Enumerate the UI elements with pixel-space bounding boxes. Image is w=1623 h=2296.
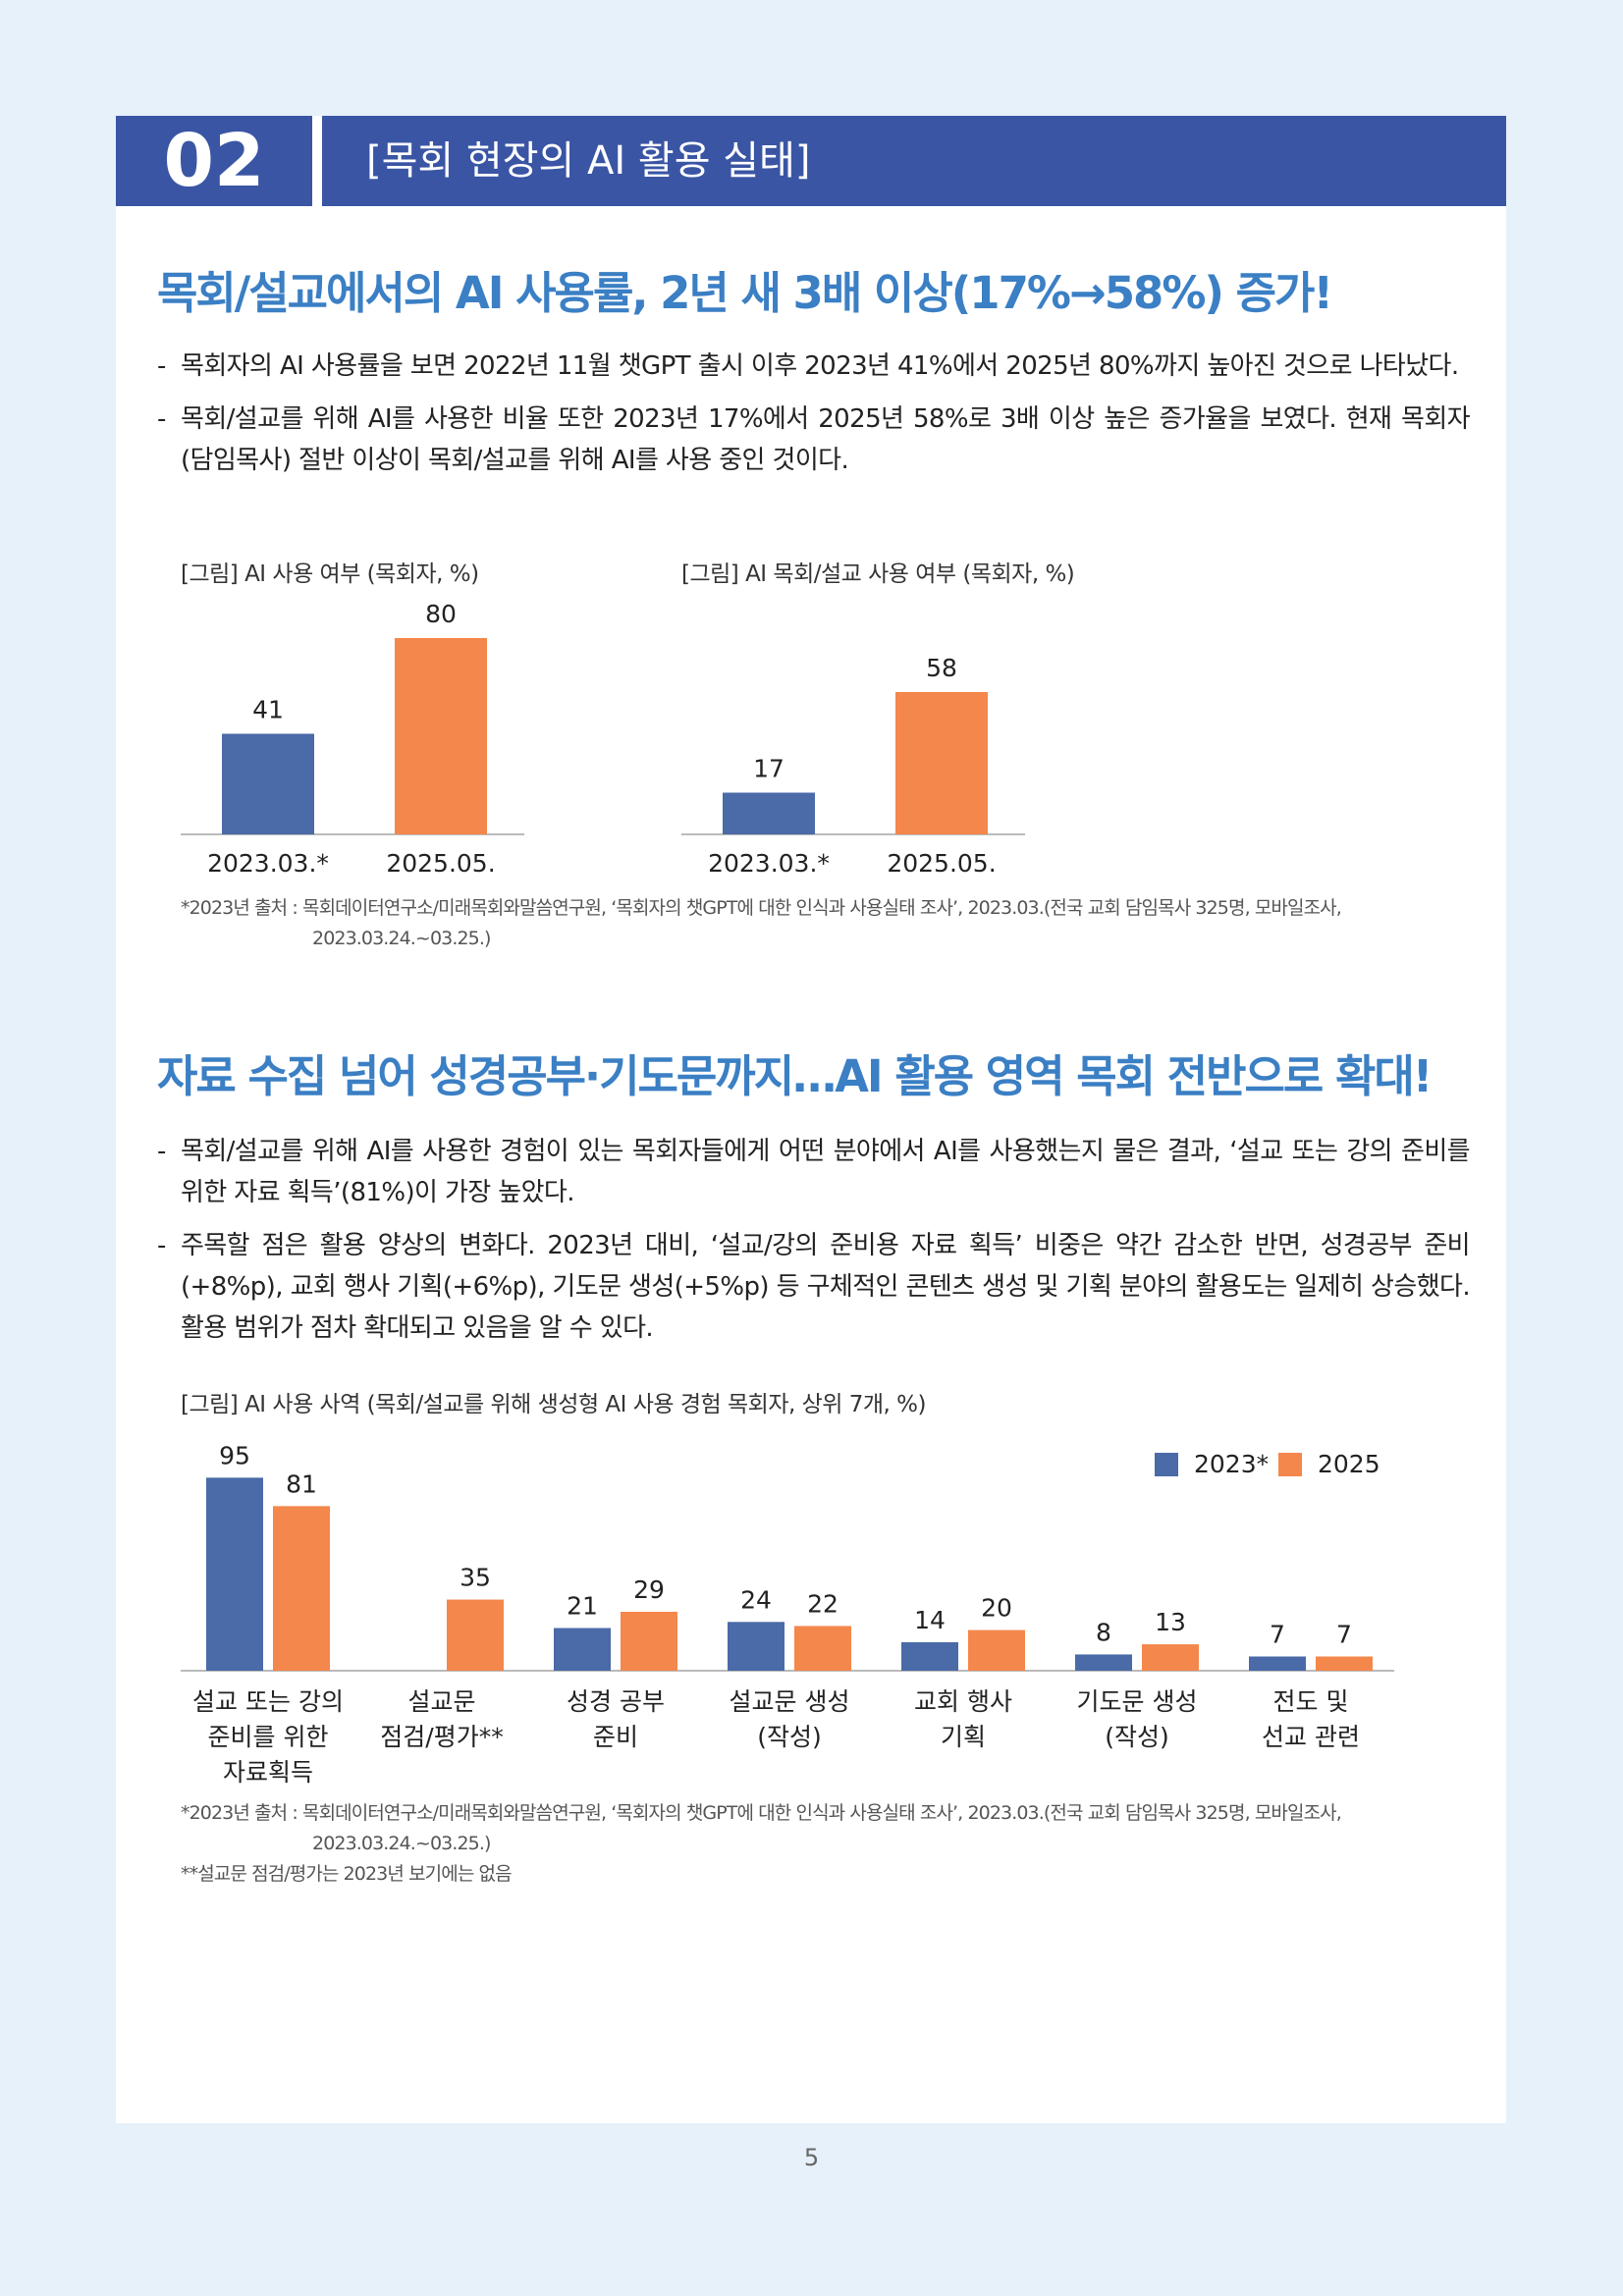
legend-label: 2023* [1194,1450,1269,1478]
legend-swatch [1278,1453,1302,1476]
x-tick-label: 준비 [593,1723,638,1751]
x-tick-label: 기획 [941,1723,986,1751]
bar [554,1628,611,1671]
value-label: 35 [460,1564,491,1592]
bullet: 주목할 점은 활용 양상의 변화다. 2023년 대비, ‘설교/강의 준비용 … [157,1225,1471,1349]
section-heading: 목회/설교에서의 AI 사용률, 2년 새 3배 이상(17%→58%) 증가! [157,267,1333,319]
x-tick-label: 2023.03.* [708,849,830,878]
chart-title: [그림] AI 목회/설교 사용 여부 (목회자, %) [681,561,1075,587]
x-tick-label: 교회 행사 [914,1687,1012,1716]
bar [1142,1644,1199,1671]
page-number: 5 [803,2144,820,2171]
chart: 2023* 95 21 24 14 8 7 2025 81 35 29 22 20 13 7 설교 또는 강의… [181,1441,1394,1787]
bar [206,1477,263,1671]
bullet: 목회자의 AI 사용률을 보면 2022년 11월 챗GPT 출시 이후 202… [157,346,1470,387]
chart: 17 2023.03.* 58 2025.05. [681,654,1025,878]
chart: 41 2023.03.* 80 2025.05. [181,600,524,878]
x-tick-label: 점검/평가** [380,1723,503,1751]
value-label: 80 [425,600,457,628]
x-tick-label: 설교 또는 강의 [192,1687,344,1716]
value-label: 22 [807,1589,839,1618]
footnote: *2023년 출처 : 목회데이터연구소/미래목회와말씀연구원, ‘목회자의 챗… [181,897,1342,949]
legend-swatch [1155,1453,1178,1476]
bar [794,1626,851,1671]
legend-label: 2025 [1318,1450,1380,1478]
x-tick-label: (작성) [1105,1723,1169,1751]
value-label: 13 [1155,1608,1186,1636]
header-title: [목회 현장의 AI 활용 실태] [366,138,811,184]
x-tick-label: (작성) [757,1723,822,1751]
bar [1316,1656,1373,1671]
x-tick-label: 자료획득 [223,1758,313,1787]
header-bar: [목회 현장의 AI 활용 실태] [322,116,1506,206]
x-tick-label: 설교문 생성 [730,1687,850,1716]
bullet: 목회/설교를 위해 AI를 사용한 비율 또한 2023년 17%에서 2025… [157,399,1471,481]
bar [901,1642,958,1671]
chart-title: [그림] AI 사용 여부 (목회자, %) [181,561,479,587]
x-tick-label: 성경 공부 [567,1687,665,1716]
bar [1249,1656,1306,1671]
value-label: 58 [926,654,957,682]
x-tick-label: 설교문 [407,1687,475,1716]
section-number: 02 [163,119,265,203]
value-label: 8 [1096,1618,1111,1646]
bar [895,692,988,834]
bar [447,1599,504,1671]
value-label: 29 [633,1575,665,1604]
footnote: *2023년 출처 : 목회데이터연구소/미래목회와말씀연구원, ‘목회자의 챗… [181,1802,1342,1854]
footnote: **설교문 점검/평가는 2023년 보기에는 없음 [181,1863,513,1885]
value-label: 41 [252,696,284,724]
x-tick-label: 2025.05. [386,849,495,878]
section-heading: 자료 수집 넘어 성경공부·기도문까지…AI 활용 영역 목회 전반으로 확대! [157,1050,1433,1102]
bar [273,1506,330,1671]
value-label: 17 [753,755,784,783]
bullet-list: 목회/설교를 위해 AI를 사용한 경험이 있는 목회자들에게 어떤 분야에서 … [157,1131,1471,1361]
value-label: 7 [1336,1621,1352,1649]
chart-title: [그림] AI 사용 사역 (목회/설교를 위해 생성형 AI 사용 경험 목회… [181,1392,927,1417]
value-label: 14 [914,1606,946,1634]
bar [395,638,487,834]
bullet: 목회/설교를 위해 AI를 사용한 경험이 있는 목회자들에게 어떤 분야에서 … [157,1131,1471,1213]
bar [1075,1654,1132,1671]
x-tick-label: 2025.05. [887,849,996,878]
bar [621,1611,677,1671]
x-tick-label: 선교 관련 [1262,1723,1360,1751]
value-label: 20 [981,1594,1012,1623]
value-label: 24 [740,1585,772,1614]
x-tick-label: 준비를 위한 [208,1723,329,1751]
value-label: 21 [567,1592,598,1621]
bar [723,792,815,834]
section-number-box: 02 [116,116,312,206]
x-tick-label: 기도문 생성 [1077,1687,1198,1716]
x-tick-label: 전도 및 [1273,1687,1349,1716]
bar [968,1629,1025,1671]
bar [728,1622,784,1671]
value-label: 95 [219,1441,250,1469]
x-tick-label: 2023.03.* [207,849,329,878]
value-label: 7 [1270,1621,1285,1649]
bar [222,733,314,834]
bullet-list: 목회자의 AI 사용률을 보면 2022년 11월 챗GPT 출시 이후 202… [157,346,1471,493]
value-label: 81 [286,1469,317,1498]
